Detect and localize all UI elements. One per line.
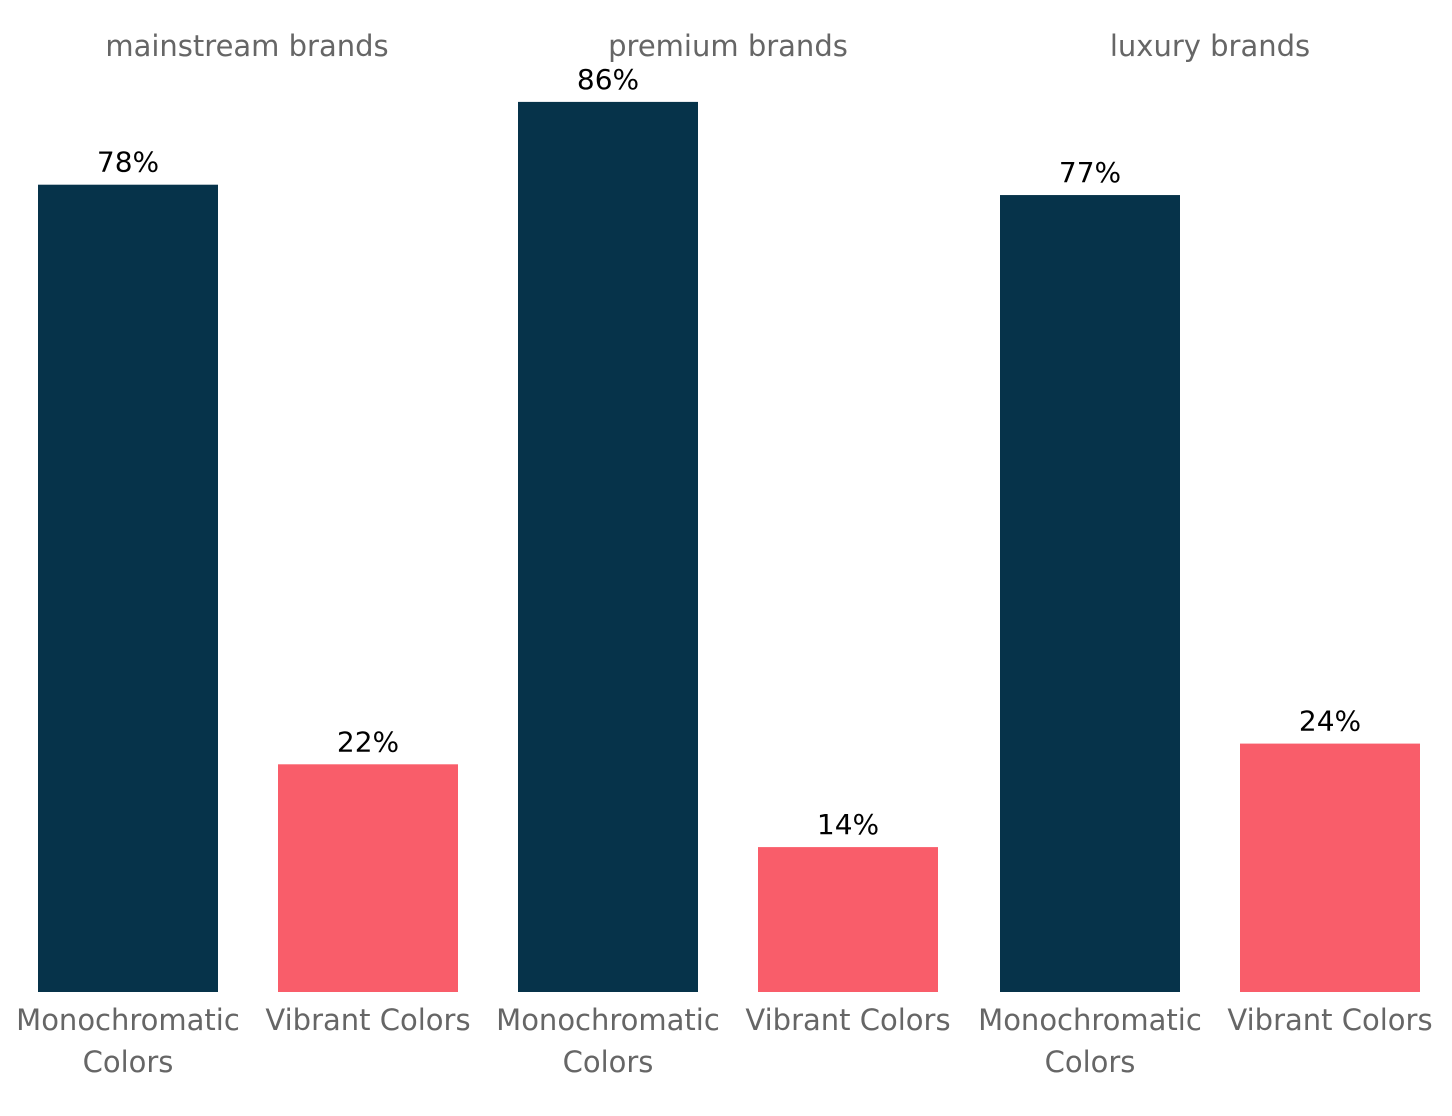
- category-tick-label: Vibrant Colors: [1227, 1003, 1432, 1037]
- value-label: 24%: [1299, 705, 1361, 738]
- bar-vibrant: [278, 764, 458, 992]
- bar-vibrant: [1240, 743, 1420, 992]
- category-tick-label: Monochromatic Colors: [978, 1003, 1202, 1079]
- value-label: 22%: [337, 725, 399, 758]
- category-tick-label: Vibrant Colors: [745, 1003, 950, 1037]
- category-tick-label: Vibrant Colors: [265, 1003, 470, 1037]
- bar-monochromatic: [518, 101, 698, 992]
- bar-monochromatic: [1000, 195, 1180, 993]
- value-label: 78%: [97, 146, 159, 179]
- panel-mainstream-brands: mainstream brands 78% Monochromatic Colors…: [16, 29, 470, 1079]
- category-tick-label: Monochromatic Colors: [496, 1003, 720, 1079]
- panel-luxury-brands: luxury brands 77% Monochromatic Colors 24% V…: [978, 29, 1432, 1079]
- panel-title: mainstream brands: [105, 29, 388, 63]
- value-label: 77%: [1059, 156, 1121, 189]
- bar-monochromatic: [38, 184, 218, 992]
- panel-title: luxury brands: [1110, 29, 1310, 63]
- panel-title: premium brands: [608, 29, 848, 63]
- category-tick-label: Monochromatic Colors: [16, 1003, 240, 1079]
- value-label: 14%: [817, 808, 879, 841]
- panel-premium-brands: premium brands 86% Monochromatic Colors 14%…: [496, 29, 950, 1079]
- bar-vibrant: [758, 847, 938, 992]
- value-label: 86%: [577, 63, 639, 96]
